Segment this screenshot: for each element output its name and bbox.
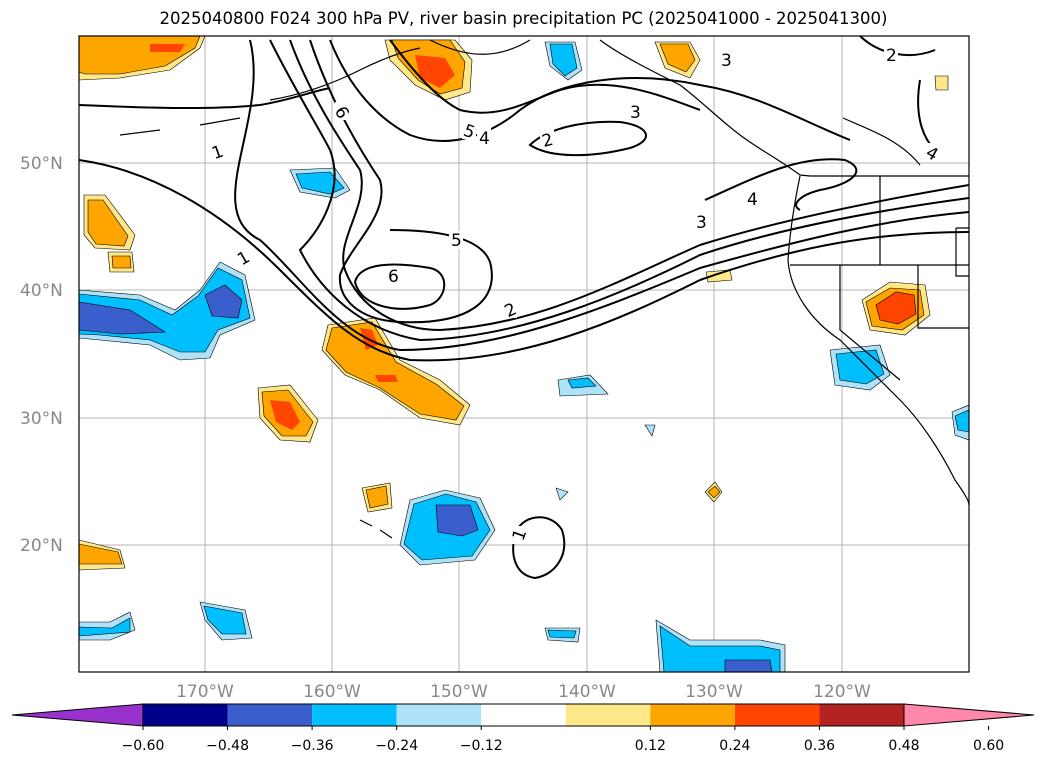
lon-label-170w: 170°W — [176, 682, 234, 702]
pv-contour-ne2 — [917, 79, 936, 151]
pv-contour-2-loop — [528, 120, 647, 157]
colorbar-tick-label: 0.60 — [973, 738, 1004, 754]
colorbar-tick-label: −0.48 — [206, 738, 249, 754]
lat-label-30n: 30°N — [20, 409, 63, 429]
pv-contour-2-main — [234, 39, 969, 352]
colorbar-tick-label: 0.36 — [804, 738, 835, 754]
colorbar-segment — [312, 704, 397, 726]
map-title: 2025040800 F024 300 hPa PV, river basin … — [159, 9, 888, 28]
contour-label: 6 — [388, 267, 399, 287]
pv-contour-4-right — [704, 158, 858, 211]
colorbar-tick-label: 0.24 — [719, 738, 750, 754]
colorbar-segment — [227, 704, 313, 726]
colorbar-extend-high — [903, 703, 1035, 727]
lon-label-120w: 120°W — [813, 682, 871, 702]
pv-contour-4-main — [289, 39, 969, 332]
contour-label: 3 — [630, 103, 641, 123]
colorbar-tick-label: −0.60 — [122, 738, 165, 754]
coastlines — [119, 39, 969, 539]
pv-contour-upper — [329, 39, 851, 142]
colorbar-tick-label: 0.48 — [888, 738, 919, 754]
latitude-labels: 50°N 40°N 30°N 20°N — [20, 154, 63, 556]
lon-label-150w: 150°W — [430, 682, 488, 702]
contour-label: 4 — [479, 129, 490, 149]
lon-label-160w: 160°W — [303, 682, 361, 702]
colorbar-segment — [734, 704, 820, 726]
colorbar-tick-label: −0.24 — [375, 738, 418, 754]
pv-contour-6-ring — [353, 263, 446, 310]
colorbar-segment — [396, 704, 482, 726]
colorbar-extend-low — [11, 703, 144, 727]
map-plot-area — [79, 36, 969, 672]
colorbar-tick-labels: −0.60 −0.48 −0.36 −0.24 −0.12 0.12 0.24 0.36 0.4… — [122, 726, 1004, 754]
lat-label-40n: 40°N — [20, 281, 63, 301]
pv-contour-3-main — [269, 39, 969, 342]
contour-label: 3 — [696, 213, 707, 233]
colorbar — [11, 703, 1035, 727]
map-frame — [78, 35, 970, 673]
colorbar-tick-label: −0.36 — [291, 738, 334, 754]
pv-contours — [79, 36, 969, 580]
colorbar-segment — [819, 704, 904, 726]
pv-contour-upper2 — [389, 39, 701, 114]
colorbar-segment — [143, 704, 228, 726]
contour-label-group: 1 1 1 2 2 2 3 3 3 4 4 4 5 5 6 6 — [209, 45, 942, 544]
contour-label: 2 — [502, 299, 520, 322]
precip-blob-small-yellow-pts — [705, 269, 733, 283]
contour-label: 2 — [886, 46, 897, 66]
lat-label-20n: 20°N — [20, 536, 63, 556]
lon-label-130w: 130°W — [685, 682, 743, 702]
precip-anomaly-fills — [79, 36, 969, 672]
pv-contour-1-south — [79, 159, 969, 362]
colorbar-tick-label: −0.12 — [460, 738, 503, 754]
longitude-labels: 170°W 160°W 150°W 140°W 130°W 120°W — [176, 682, 871, 702]
lat-label-50n: 50°N — [20, 154, 63, 174]
colorbar-tick-label: 0.12 — [635, 738, 666, 754]
colorbar-segment — [481, 704, 566, 726]
contour-label: 5 — [451, 231, 462, 251]
contour-label: 3 — [721, 51, 732, 71]
pv-contour-1-north — [79, 87, 331, 110]
colorbar-frame — [142, 703, 905, 727]
contour-label: 4 — [747, 190, 758, 210]
pv-contour-1-small-loop — [512, 516, 566, 580]
colorbar-segment — [565, 704, 651, 726]
lon-label-140w: 140°W — [558, 682, 616, 702]
colorbar-segment — [650, 704, 735, 726]
pv-contour-5 — [309, 39, 493, 324]
contour-label: 2 — [540, 130, 556, 152]
